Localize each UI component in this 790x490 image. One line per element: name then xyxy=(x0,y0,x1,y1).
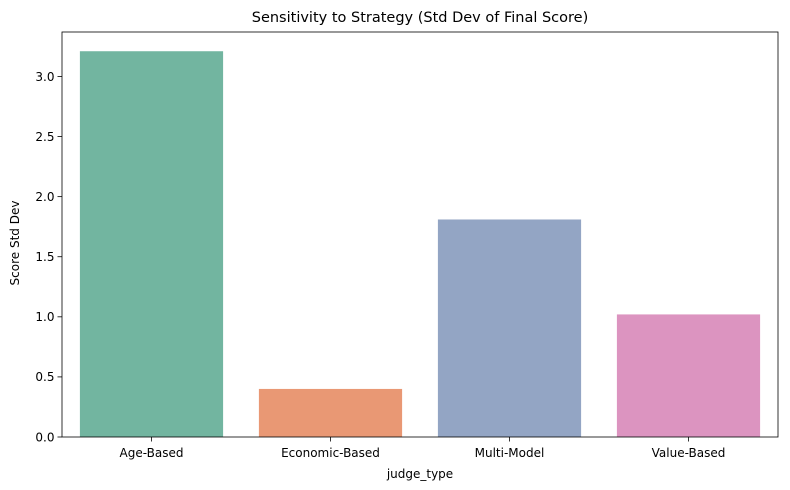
bar-multi-model xyxy=(437,219,582,437)
x-axis-label: judge_type xyxy=(386,467,453,481)
x-tick-label: Age-Based xyxy=(120,446,184,460)
y-axis-label: Score Std Dev xyxy=(8,201,22,286)
y-tick-label: 2.0 xyxy=(35,190,54,204)
x-tick-label: Multi-Model xyxy=(475,446,545,460)
x-tick-label: Value-Based xyxy=(652,446,726,460)
bar-value-based xyxy=(616,314,761,437)
y-tick-label: 2.5 xyxy=(35,130,54,144)
y-tick-label: 3.0 xyxy=(35,70,54,84)
axes-frame xyxy=(61,31,779,438)
y-tick-label: 1.0 xyxy=(35,310,54,324)
y-tick-label: 1.5 xyxy=(35,250,54,264)
x-tick-label: Economic-Based xyxy=(281,446,380,460)
bar-economic-based xyxy=(258,388,403,437)
chart-title: Sensitivity to Strategy (Std Dev of Fina… xyxy=(252,10,589,26)
y-tick-label: 0.5 xyxy=(35,370,54,384)
bar-age-based xyxy=(79,51,224,437)
y-tick-label: 0.0 xyxy=(35,430,54,444)
plot-area: Age-Based Economic-Based Multi-Model Value-… xyxy=(35,31,779,460)
